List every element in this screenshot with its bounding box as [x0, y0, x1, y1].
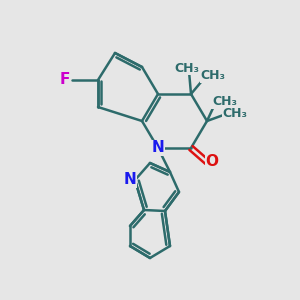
Text: CH₃: CH₃ [175, 61, 200, 75]
Text: O: O [206, 154, 218, 169]
Text: CH₃: CH₃ [200, 69, 225, 82]
Text: CH₃: CH₃ [222, 107, 247, 120]
Text: F: F [60, 73, 70, 88]
Text: CH₃: CH₃ [212, 95, 237, 108]
Text: N: N [124, 172, 136, 188]
Text: N: N [152, 140, 164, 155]
